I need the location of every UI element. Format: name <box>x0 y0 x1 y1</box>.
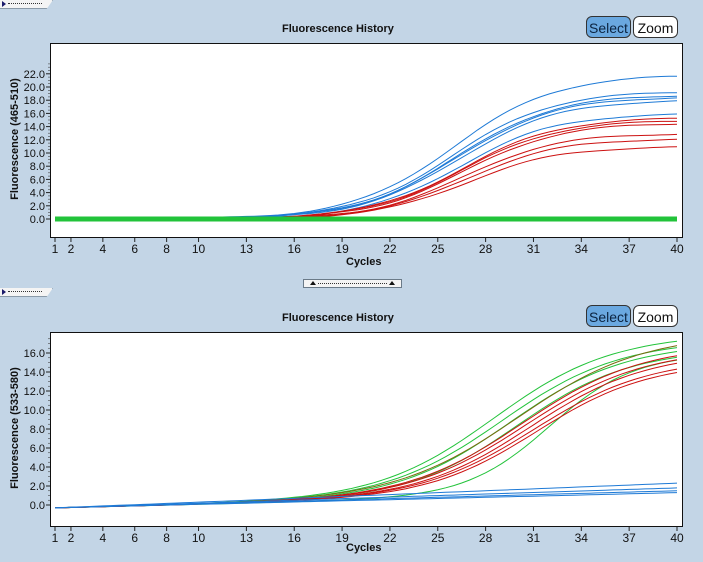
x-tick-label: 19 <box>335 531 349 545</box>
y-tick-label: 16.0 <box>24 348 45 360</box>
x-tick-label: 13 <box>240 531 254 545</box>
x-tick-label: 22 <box>383 242 397 256</box>
y-tick-label: 6.0 <box>30 174 45 186</box>
y-tick-label: 12.0 <box>24 135 45 147</box>
y-tick-label: 6.0 <box>30 443 45 455</box>
series-line-red-2 <box>54 359 678 509</box>
select-button-bottom[interactable]: Select <box>586 305 631 327</box>
series-line-blue-4 <box>54 492 678 509</box>
x-tick-label: 19 <box>335 242 349 256</box>
y-tick-label: 10.0 <box>24 405 45 417</box>
x-tick-label: 6 <box>131 242 138 256</box>
x-tick-label: 37 <box>622 531 636 545</box>
x-tick-label: 10 <box>192 242 206 256</box>
x-tick-label: 8 <box>163 242 170 256</box>
y-tick-label: 22.0 <box>24 69 45 81</box>
y-tick-label: 2.0 <box>30 481 45 493</box>
expand-arrow-icon <box>2 1 6 7</box>
series-line-green-1 <box>54 340 678 509</box>
select-button-top[interactable]: Select <box>586 16 631 38</box>
y-tick-label: 18.0 <box>24 95 45 107</box>
y-tick-label: 20.0 <box>24 82 45 94</box>
x-axis-label-bottom: Cycles <box>346 542 382 554</box>
x-tick-label: 10 <box>192 531 206 545</box>
series-line-green-5 <box>54 359 678 509</box>
x-tick-label: 34 <box>575 531 589 545</box>
y-tick-label: 4.0 <box>30 188 45 200</box>
y-tick-label: 8.0 <box>30 424 45 436</box>
x-tick-label: 1 <box>52 242 59 256</box>
y-tick-label: 0.0 <box>30 214 45 226</box>
x-tick-label: 31 <box>527 531 541 545</box>
x-tick-label: 22 <box>383 531 397 545</box>
panel-splitter[interactable] <box>303 279 402 288</box>
zoom-button-bottom[interactable]: Zoom <box>633 305 678 327</box>
x-tick-label: 4 <box>100 531 107 545</box>
x-tick-label: 1 <box>52 531 59 545</box>
x-tick-label: 13 <box>240 242 254 256</box>
x-tick-label: 25 <box>431 531 445 545</box>
y-tick-label: 12.0 <box>24 386 45 398</box>
x-tick-label: 40 <box>670 531 684 545</box>
y-tick-label: 10.0 <box>24 148 45 160</box>
x-tick-label: 2 <box>68 531 75 545</box>
x-tick-label: 2 <box>68 242 75 256</box>
x-tick-label: 40 <box>670 242 684 256</box>
y-tick-label: 14.0 <box>24 122 45 134</box>
x-tick-label: 34 <box>575 242 589 256</box>
x-tick-label: 37 <box>622 242 636 256</box>
x-tick-label: 16 <box>288 531 302 545</box>
x-tick-label: 4 <box>100 242 107 256</box>
expand-arrow-icon <box>2 289 6 295</box>
chart-title-bottom: Fluorescence History <box>282 312 394 324</box>
x-tick-label: 28 <box>479 531 493 545</box>
y-tick-label: 16.0 <box>24 108 45 120</box>
zoom-button-top[interactable]: Zoom <box>633 16 678 38</box>
y-tick-label: 14.0 <box>24 367 45 379</box>
y-tick-label: 4.0 <box>30 462 45 474</box>
y-tick-label: 8.0 <box>30 161 45 173</box>
x-tick-label: 25 <box>431 242 445 256</box>
y-tick-label: 2.0 <box>30 201 45 213</box>
x-axis-label-top: Cycles <box>346 256 382 268</box>
x-tick-label: 16 <box>288 242 302 256</box>
x-tick-label: 6 <box>131 531 138 545</box>
series-line-green-2 <box>54 347 678 509</box>
series-line-olive-1 <box>54 345 678 509</box>
chart-title-top: Fluorescence History <box>282 23 394 35</box>
splitter-up-arrow-icon <box>310 281 316 285</box>
splitter-up-arrow-icon <box>389 281 395 285</box>
y-tick-label: 0.0 <box>30 500 45 512</box>
series-line-blue-1 <box>54 482 678 509</box>
x-tick-label: 28 <box>479 242 493 256</box>
x-tick-label: 8 <box>163 531 170 545</box>
x-tick-label: 31 <box>527 242 541 256</box>
